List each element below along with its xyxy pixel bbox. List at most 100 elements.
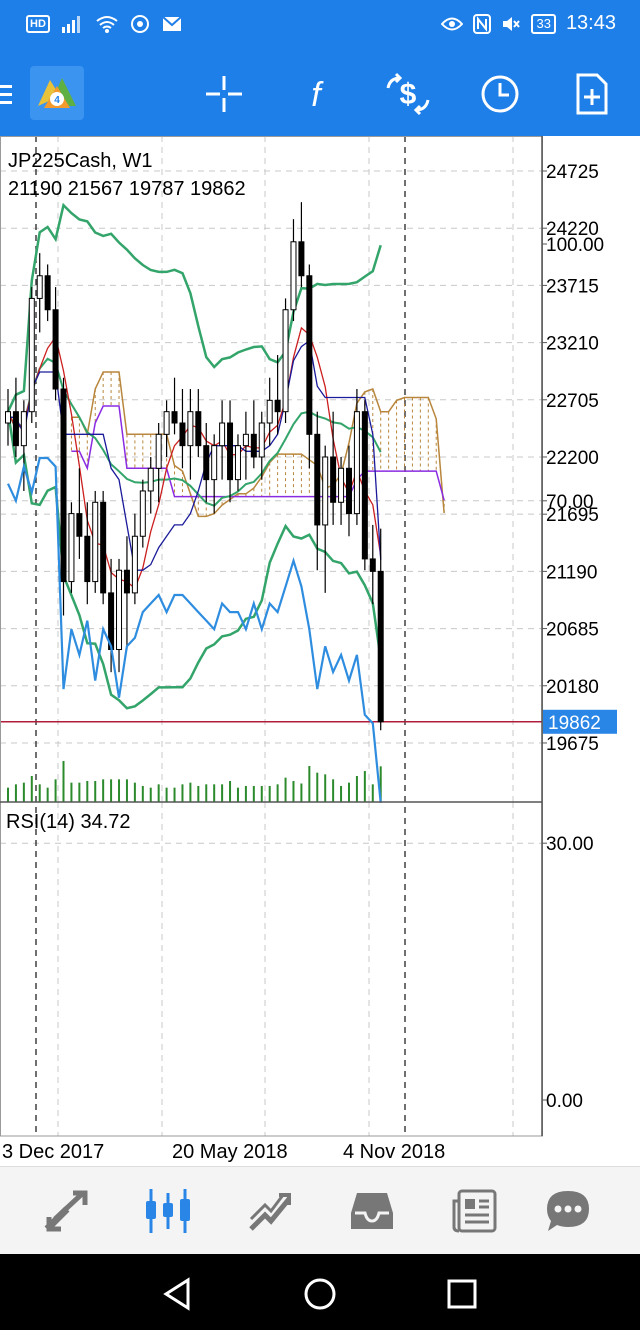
mute-icon [503,16,521,31]
candle-body [187,411,194,447]
bollinger-bands [6,202,382,710]
svg-text:$: $ [400,78,417,111]
price-tick-label: 19675 [546,734,599,755]
indicators-icon: f [311,76,324,114]
candle-body [219,422,226,447]
candle-body [139,490,146,537]
fast-ma-line [7,326,382,590]
rsi-tick-label: 30.00 [546,834,594,855]
history-icon [351,1193,393,1229]
metatrader-logo-button[interactable]: 4 [30,66,84,120]
trade-button[interactable]: $ [382,68,434,120]
date-label: 4 Nov 2018 [343,1141,445,1163]
price-chart[interactable]: 24725 24220 23715 23210 22705 22200 21695 21190… [0,136,640,1166]
trade-nav-icon [249,1193,291,1231]
rsi-label: RSI(14) 34.72 [6,811,131,833]
recents-icon[interactable] [442,1274,482,1314]
current-price-label: 19862 [548,713,601,734]
rsi-line [7,456,382,803]
candle-body [322,456,329,526]
candle-body [76,513,83,537]
candle-body [345,467,352,515]
candle-body [330,456,337,503]
svg-text:4: 4 [54,95,60,106]
rsi-series [7,456,382,803]
candle-body [361,411,368,560]
mail-icon [162,16,182,31]
nav-chart[interactable] [140,1185,196,1237]
candle-body [306,275,313,435]
date-label: 3 Dec 2017 [2,1141,104,1163]
signal-icon [61,16,80,33]
status-bar: HD 33 13:43 [0,0,640,50]
hd-badge: HD [26,15,50,33]
candle-body [92,501,99,583]
candle-body [155,433,162,469]
candle-body [44,275,51,311]
candle-body [234,445,241,481]
ohlc-label: 21190 21567 19787 19862 [8,178,246,200]
nav-trade[interactable] [242,1185,298,1237]
volume-bars [7,761,382,802]
chat-icon [547,1191,589,1231]
nav-chat[interactable] [540,1185,596,1237]
symbol-label: JP225Cash, W1 [8,150,153,172]
chart-icon [146,1189,190,1233]
candle-body [100,501,107,594]
candle-body [298,241,305,277]
candle-body [338,467,345,503]
candle-body [290,241,297,311]
candle-body [12,411,19,447]
current-price-tag [543,709,617,734]
rsi-tick-label: 100.00 [546,235,604,256]
chart-border [0,136,543,1137]
rsi-tick-label: 70.00 [546,492,594,513]
candle-body [28,297,35,413]
timeframe-icon [481,75,519,113]
status-right: 33 13:43 [441,12,616,35]
candle-body [369,558,376,572]
crosshair-button[interactable] [198,68,250,120]
candle-body [258,422,265,458]
vpn-icon [130,15,149,33]
senkou-span-a [71,371,445,518]
candle-body [131,535,138,594]
svg-text:f: f [311,76,324,114]
bottom-navigation [0,1166,640,1254]
rsi-tick-label: 0.00 [546,1091,583,1112]
candle-body [314,433,321,526]
candle-body [203,445,210,481]
candle-body [242,433,249,447]
price-tick-label: 23210 [546,334,599,355]
nav-history[interactable] [344,1185,400,1237]
battery-indicator: 33 [531,13,556,34]
tenkan-sen-line [8,339,382,571]
candle-body [20,411,27,447]
nav-quotes[interactable] [38,1185,94,1237]
status-left: HD [26,14,182,34]
price-tick-label: 24725 [546,162,599,183]
candlesticks [5,202,384,731]
timeframe-button[interactable] [474,68,526,120]
indicators-button[interactable]: f [290,68,342,120]
new-order-button[interactable] [566,68,618,120]
date-label: 20 May 2018 [172,1141,288,1163]
price-tick-label: 21695 [546,505,599,526]
back-icon[interactable] [158,1274,198,1314]
candle-body [171,411,178,424]
candle-body [36,275,43,299]
candle-body [116,569,123,651]
candle-body [179,422,186,447]
wifi-icon [96,16,118,33]
metatrader-logo: 4 [30,66,84,120]
grid-lines [0,136,542,1136]
chart-area[interactable]: 24725 24220 23715 23210 22705 22200 21695 21190… [0,136,640,1166]
candle-body [60,388,67,583]
candle-body [274,399,281,413]
news-icon [452,1189,497,1233]
nav-news[interactable] [446,1185,502,1237]
candle-body [195,411,202,447]
candle-body [147,467,154,492]
menu-button[interactable] [0,68,26,120]
home-icon[interactable] [300,1274,340,1314]
